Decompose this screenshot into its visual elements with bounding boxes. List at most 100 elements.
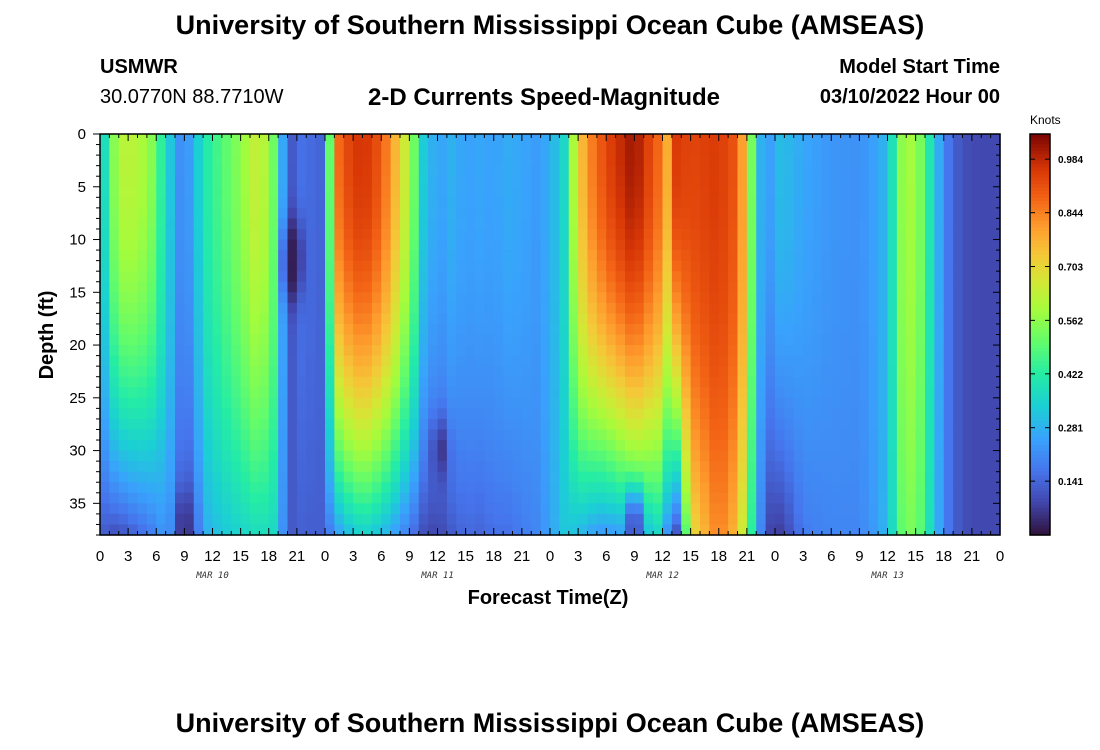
heatmap-cell — [287, 513, 298, 526]
heatmap-cell — [812, 281, 823, 293]
heatmap-cell — [690, 366, 701, 378]
heatmap-cell — [353, 450, 364, 462]
heatmap-cell — [456, 503, 467, 515]
heatmap-cell — [484, 134, 495, 146]
heatmap-cell — [859, 302, 870, 314]
heatmap-cell — [137, 165, 148, 177]
heatmap-cell — [456, 366, 467, 378]
heatmap-cell — [428, 471, 439, 483]
heatmap-cell — [446, 323, 457, 336]
heatmap-cell — [409, 524, 420, 536]
heatmap-cell — [306, 503, 317, 515]
heatmap-cell — [128, 513, 139, 526]
heatmap-cell — [540, 165, 551, 177]
heatmap-cell — [334, 155, 345, 167]
heatmap-cell — [428, 144, 439, 156]
heatmap-cell — [418, 302, 429, 314]
heatmap-cell — [653, 134, 664, 146]
heatmap-cell — [550, 207, 560, 220]
heatmap-cell — [465, 207, 476, 220]
heatmap-cell — [859, 503, 870, 515]
heatmap-cell — [981, 186, 992, 198]
heatmap-cell — [568, 440, 579, 452]
heatmap-cell — [465, 302, 476, 314]
heatmap-cell — [653, 207, 664, 220]
heatmap-cell — [128, 418, 139, 431]
heatmap-cell — [428, 450, 439, 462]
heatmap-cell — [737, 376, 748, 388]
heatmap-cell — [953, 165, 964, 177]
heatmap-cell — [400, 144, 410, 156]
heatmap-cell — [521, 197, 532, 209]
heatmap-cell — [400, 176, 410, 188]
heatmap-cell — [803, 250, 814, 262]
heatmap-cell — [503, 418, 514, 431]
heatmap-cell — [671, 482, 682, 494]
heatmap-cell — [971, 292, 982, 304]
heatmap-cell — [943, 281, 954, 293]
colorbar-segment — [1030, 314, 1050, 319]
heatmap-cell — [700, 239, 710, 251]
heatmap-cell — [531, 366, 542, 378]
colorbar-segment — [1030, 434, 1050, 439]
heatmap-cell — [765, 397, 776, 409]
heatmap-cell — [681, 376, 692, 388]
heatmap-cell — [915, 281, 926, 293]
heatmap-cell — [671, 366, 682, 378]
heatmap-cell — [793, 313, 804, 325]
heatmap-cell — [643, 239, 654, 251]
heatmap-cell — [400, 429, 410, 441]
heatmap-cell — [128, 345, 139, 357]
heatmap-cell — [606, 271, 617, 283]
heatmap-cell — [756, 440, 767, 452]
heatmap-cell — [587, 250, 598, 262]
heatmap-cell — [287, 186, 298, 198]
colorbar-segment — [1030, 321, 1050, 326]
heatmap-cell — [268, 387, 279, 399]
heatmap-cell — [278, 292, 289, 304]
heatmap-cell — [259, 345, 270, 357]
heatmap-cell — [625, 366, 635, 378]
heatmap-cell — [765, 281, 776, 293]
heatmap-cell — [315, 197, 326, 209]
heatmap-cell — [362, 260, 373, 272]
colorbar-segment — [1030, 234, 1050, 239]
heatmap-cell — [625, 397, 635, 409]
heatmap-cell — [521, 524, 532, 536]
heatmap-cell — [925, 366, 935, 378]
heatmap-cell — [690, 513, 701, 526]
heatmap-cell — [231, 387, 242, 399]
heatmap-cell — [596, 429, 607, 441]
heatmap-cell — [718, 418, 729, 431]
heatmap-cell — [962, 323, 973, 336]
heatmap-cell — [896, 397, 907, 409]
heatmap-cell — [868, 503, 879, 515]
heatmap-cell — [212, 440, 223, 452]
heatmap-cell — [859, 334, 870, 346]
heatmap-cell — [221, 334, 232, 346]
heatmap-cell — [362, 250, 373, 262]
heatmap-cell — [737, 250, 748, 262]
heatmap-cell — [550, 418, 560, 431]
heatmap-cell — [184, 461, 195, 473]
heatmap-cell — [793, 165, 804, 177]
heatmap-cell — [559, 429, 570, 441]
heatmap-cell — [306, 366, 317, 378]
heatmap-cell — [100, 513, 110, 526]
heatmap-cell — [212, 366, 223, 378]
heatmap-cell — [109, 228, 120, 241]
heatmap-cell — [568, 271, 579, 283]
heatmap-cell — [306, 250, 317, 262]
heatmap-cell — [728, 471, 739, 483]
heatmap-cell — [400, 302, 410, 314]
heatmap-cell — [962, 197, 973, 209]
heatmap-cell — [109, 503, 120, 515]
heatmap-cell — [587, 134, 598, 146]
heatmap-cell — [484, 492, 495, 504]
heatmap-cell — [784, 144, 795, 156]
heatmap-cell — [971, 461, 982, 473]
heatmap-cell — [737, 492, 748, 504]
heatmap-cell — [212, 186, 223, 198]
heatmap-cell — [625, 155, 635, 167]
heatmap-cell — [700, 482, 710, 494]
